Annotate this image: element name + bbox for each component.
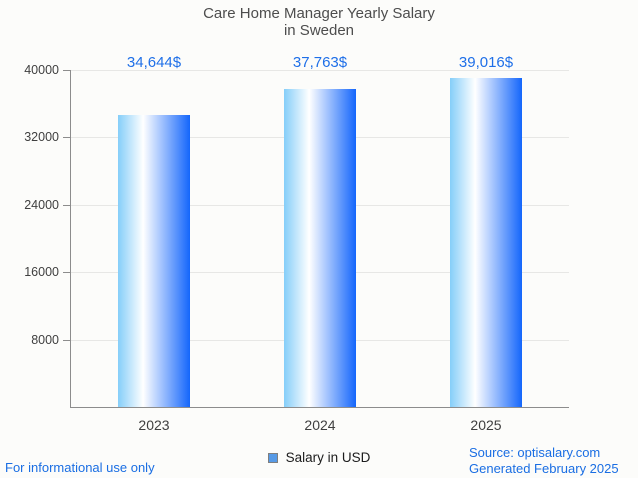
legend: Salary in USD: [0, 450, 638, 465]
y-axis-tick-8000: [63, 339, 70, 341]
legend-swatch-icon: [267, 452, 278, 463]
source-block: Source: optisalary.com Generated Februar…: [469, 445, 619, 477]
chart-title-line: Care Home Manager Yearly Salary: [203, 5, 435, 22]
bar-2024: [284, 88, 356, 407]
y-axis-tick-16000: [63, 272, 70, 274]
generated-date: Generated February 2025: [469, 461, 619, 476]
value-label-2025: 39,016$: [458, 54, 514, 71]
x-axis-label-2024: 2024: [304, 417, 336, 433]
y-axis-tick-32000: [63, 137, 70, 139]
x-axis-label-2025: 2025: [470, 417, 502, 433]
y-axis-label-32000: 32000: [24, 130, 59, 145]
value-label-2023: 34,644$: [126, 54, 182, 71]
y-axis-label-8000: 8000: [31, 332, 59, 347]
y-axis-label-24000: 24000: [24, 197, 59, 212]
plot-area: 8000 16000 24000 32000 40000 34,644$ 2023 37,76…: [24, 54, 569, 433]
chart-title: Care Home Manager Yearly Salary in Sweden: [0, 5, 638, 39]
legend-label: Salary in USD: [285, 450, 371, 465]
y-axis-label-16000: 16000: [24, 265, 59, 280]
chart-title-line: in Sweden: [283, 22, 355, 39]
y-axis-label-40000: 40000: [24, 63, 59, 77]
bar-2025: [450, 78, 522, 407]
x-axis-label-2023: 2023: [138, 417, 170, 433]
value-label-2024: 37,763$: [292, 54, 348, 71]
y-axis-tick-24000: [63, 204, 70, 206]
bar-2023: [118, 115, 190, 407]
disclaimer-text: For informational use only: [5, 460, 155, 475]
y-axis-tick-40000: [63, 70, 70, 71]
source-link[interactable]: Source: optisalary.com: [469, 445, 601, 460]
gridline-40000: [71, 70, 569, 71]
